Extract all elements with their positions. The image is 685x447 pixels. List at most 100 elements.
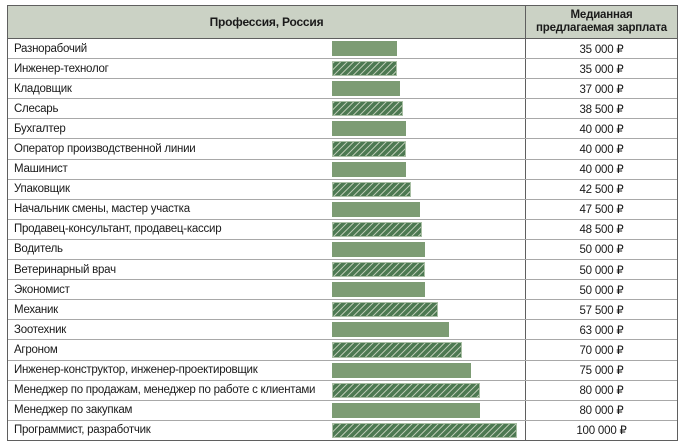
table-row: Бухгалтер 40 000 ₽ [8, 118, 677, 139]
profession-cell: Слесарь [8, 99, 526, 119]
salary-bar [332, 221, 422, 237]
profession-cell: Продавец-консультант, продавец-кассир [8, 219, 526, 239]
salary-value: 48 500 ₽ [579, 224, 624, 237]
profession-label: Менеджер по продажам, менеджер по работе… [14, 384, 316, 397]
salary-bar [332, 101, 404, 117]
table-row: Ветеринарный врач 50 000 ₽ [8, 259, 677, 280]
table-row: Слесарь 38 500 ₽ [8, 98, 677, 119]
profession-cell: Менеджер по продажам, менеджер по работе… [8, 380, 526, 400]
profession-label: Разнорабочий [14, 42, 87, 55]
profession-cell: Зоотехник [8, 320, 526, 340]
table-row: Менеджер по закупкам 80 000 ₽ [8, 399, 677, 420]
table-row: Механик 57 500 ₽ [8, 299, 677, 320]
profession-label: Инженер-конструктор, инженер-проектировщ… [14, 364, 258, 377]
salary-value: 35 000 ₽ [579, 63, 624, 76]
profession-column-header: Профессия, Россия [8, 6, 526, 38]
salary-value: 35 000 ₽ [579, 43, 624, 56]
salary-bar [332, 402, 480, 418]
salary-value: 42 500 ₽ [579, 184, 624, 197]
profession-label: Водитель [14, 243, 63, 256]
table-row: Упаковщик 42 500 ₽ [8, 178, 677, 199]
salary-value: 50 000 ₽ [579, 244, 624, 257]
salary-bar [332, 201, 420, 217]
table-body: Разнорабочий 35 000 ₽ Инженер-технолог 3… [8, 39, 677, 440]
salary-bar [332, 282, 425, 298]
profession-cell: Ветеринарный врач [8, 260, 526, 280]
table-row: Программист, разработчик 100 000 ₽ [8, 419, 677, 440]
salary-value: 40 000 ₽ [579, 144, 624, 157]
salary-value: 80 000 ₽ [579, 405, 624, 418]
salary-value: 50 000 ₽ [579, 264, 624, 277]
profession-cell: Начальник смены, мастер участка [8, 199, 526, 219]
profession-label: Менеджер по закупкам [14, 404, 133, 417]
profession-cell: Экономист [8, 280, 526, 300]
salary-bar [332, 81, 401, 97]
salary-bar [332, 342, 462, 358]
profession-label: Экономист [14, 283, 70, 296]
table-header-row: Профессия, Россия Медианная предлагаемая… [8, 6, 677, 39]
profession-cell: Бухгалтер [8, 119, 526, 139]
profession-cell: Упаковщик [8, 179, 526, 199]
salary-bar [332, 121, 406, 137]
profession-cell: Водитель [8, 239, 526, 260]
salary-value: 80 000 ₽ [579, 385, 624, 398]
salary-value: 50 000 ₽ [579, 284, 624, 297]
profession-label: Оператор производственной линии [14, 143, 196, 156]
profession-label: Машинист [14, 163, 68, 176]
table-row: Оператор производственной линии 40 000 ₽ [8, 138, 677, 159]
profession-label: Бухгалтер [14, 122, 66, 135]
salary-bar [332, 181, 411, 197]
table-row: Инженер-конструктор, инженер-проектировщ… [8, 359, 677, 380]
salary-value: 63 000 ₽ [579, 324, 624, 337]
salary-bar [332, 382, 480, 398]
table-row: Начальник смены, мастер участка 47 500 ₽ [8, 198, 677, 219]
salary-bar [332, 362, 471, 378]
salary-value: 57 500 ₽ [579, 304, 624, 317]
profession-cell: Машинист [8, 159, 526, 179]
salary-bar [332, 422, 517, 438]
salary-table: Профессия, Россия Медианная предлагаемая… [7, 5, 678, 441]
profession-cell: Механик [8, 300, 526, 320]
profession-cell: Кладовщик [8, 79, 526, 99]
profession-cell: Программист, разработчик [8, 420, 526, 440]
table-row: Машинист 40 000 ₽ [8, 158, 677, 179]
profession-label: Зоотехник [14, 323, 67, 336]
profession-label: Начальник смены, мастер участка [14, 203, 190, 216]
salary-value: 40 000 ₽ [579, 123, 624, 136]
profession-cell: Агроном [8, 340, 526, 360]
profession-cell: Оператор производственной линии [8, 139, 526, 159]
table-row: Агроном 70 000 ₽ [8, 339, 677, 360]
profession-cell: Инженер-конструктор, инженер-проектировщ… [8, 360, 526, 380]
salary-value: 37 000 ₽ [579, 83, 624, 96]
salary-bar [332, 322, 449, 338]
table-row: Продавец-консультант, продавец-кассир 48… [8, 218, 677, 239]
table-row: Зоотехник 63 000 ₽ [8, 319, 677, 340]
salary-bar [332, 241, 425, 258]
profession-label: Слесарь [14, 102, 59, 115]
salary-column-header: Медианная предлагаемая зарплата [536, 8, 667, 34]
profession-label: Агроном [14, 343, 58, 356]
profession-cell: Инженер-технолог [8, 59, 526, 79]
profession-cell: Менеджер по закупкам [8, 400, 526, 420]
salary-bar [332, 302, 439, 318]
profession-label: Упаковщик [14, 183, 70, 196]
salary-bar [332, 262, 425, 278]
salary-bar [332, 61, 397, 77]
table-row: Водитель 50 000 ₽ [8, 238, 677, 260]
profession-label: Продавец-консультант, продавец-кассир [14, 223, 222, 236]
salary-value: 100 000 ₽ [576, 425, 627, 438]
profession-label: Ветеринарный врач [14, 263, 116, 276]
salary-value: 75 000 ₽ [579, 365, 624, 378]
salary-value: 40 000 ₽ [579, 164, 624, 177]
profession-cell: Разнорабочий [8, 39, 526, 59]
profession-label: Кладовщик [14, 82, 72, 95]
profession-label: Инженер-технолог [14, 62, 109, 75]
table-row: Инженер-технолог 35 000 ₽ [8, 58, 677, 79]
salary-bar [332, 41, 397, 57]
salary-value: 70 000 ₽ [579, 344, 624, 357]
salary-bar [332, 161, 406, 177]
profession-label: Программист, разработчик [14, 424, 151, 437]
table-row: Менеджер по продажам, менеджер по работе… [8, 379, 677, 400]
profession-label: Механик [14, 303, 58, 316]
